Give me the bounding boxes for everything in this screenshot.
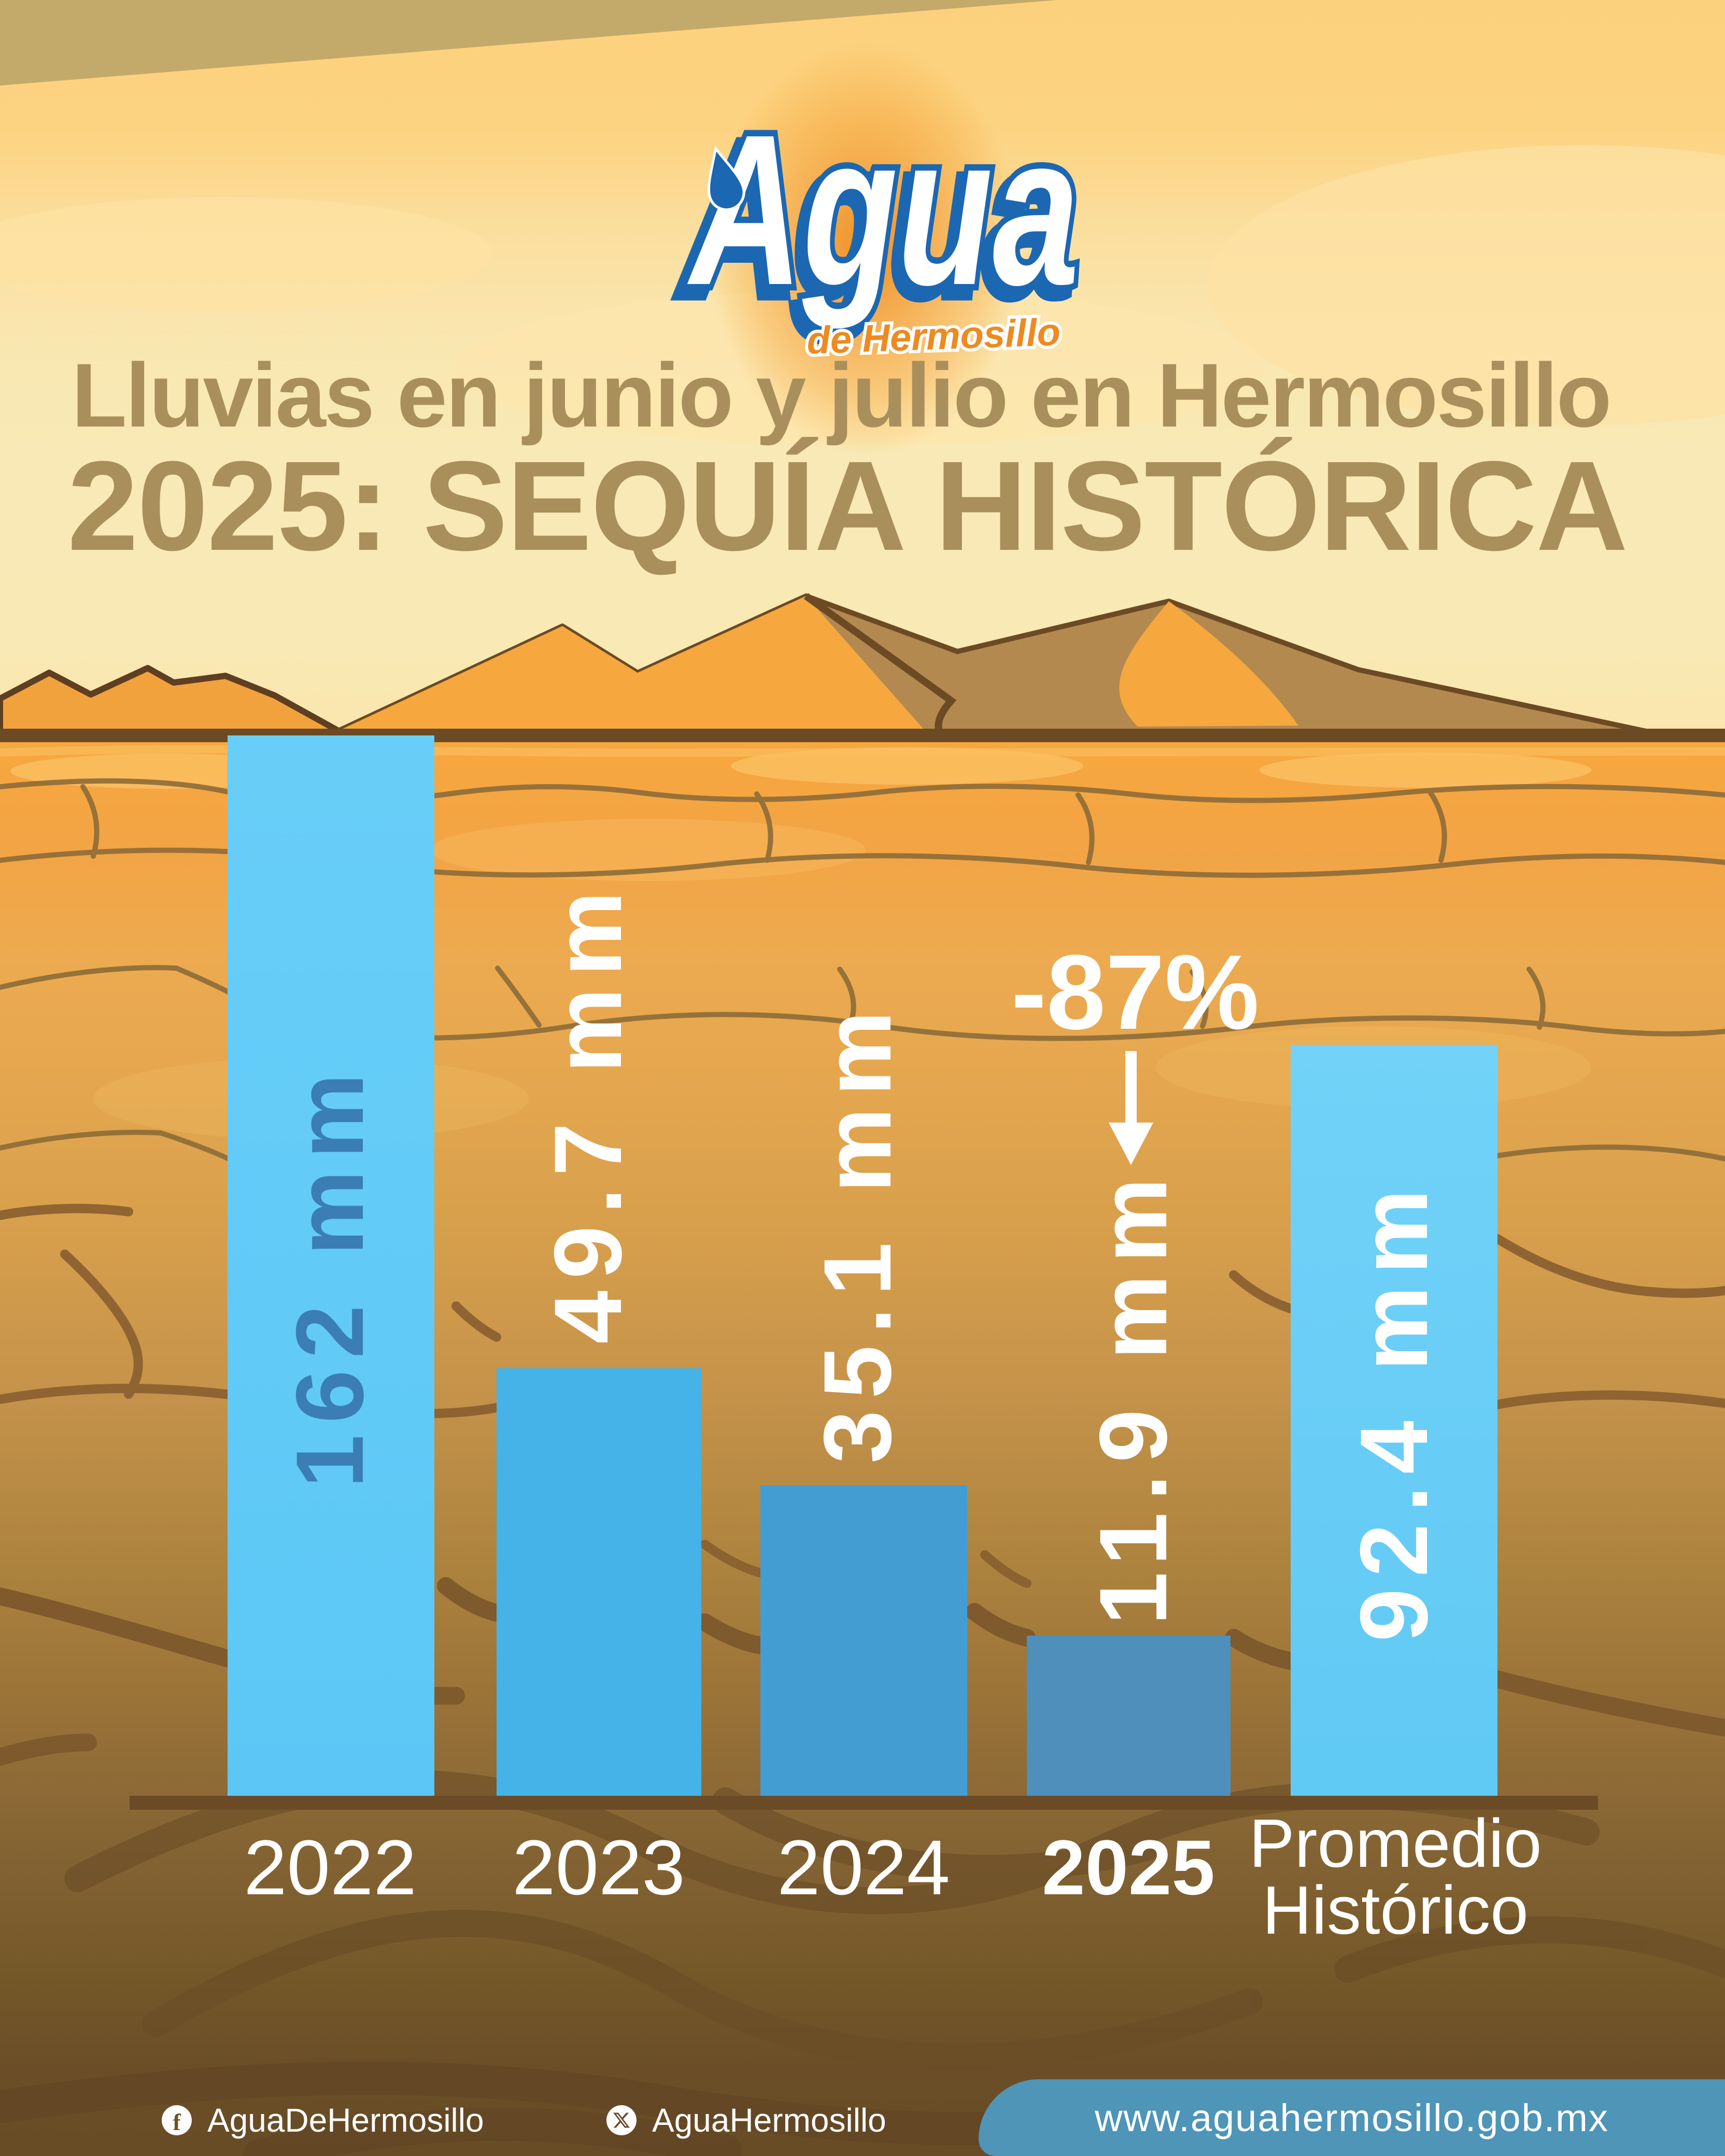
axis-label-promedio-historico: Promedio Histórico xyxy=(1249,1805,1542,1949)
website-panel: www.aguahermosillo.gob.mx xyxy=(979,2079,1725,2156)
arrow-down-icon xyxy=(1125,1051,1137,1125)
axis-label-2025: 2025 xyxy=(1042,1824,1215,1911)
value-label-2022: 162 mm xyxy=(277,1061,384,1488)
title-line-1: Lluvias en junio y julio en Hermosillo xyxy=(72,345,1611,446)
logo-glow xyxy=(653,0,1078,529)
value-label-promedio: 92.4 mm xyxy=(1341,1178,1448,1642)
x-handle: AguaHermosillo xyxy=(652,2102,886,2139)
facebook-f-glyph: f xyxy=(173,2108,181,2135)
mountains-illustration xyxy=(0,593,1725,742)
arrow-down-icon xyxy=(1109,1123,1153,1165)
bar-2022 xyxy=(228,735,434,1796)
bar-2024 xyxy=(760,1485,967,1796)
x-twitter-icon xyxy=(606,2105,637,2135)
water-drop-icon xyxy=(708,146,745,211)
website-url: www.aguahermosillo.gob.mx xyxy=(1095,2096,1609,2139)
value-label-2024: 35.1 mm xyxy=(804,999,911,1464)
axis-label-promedio-line1: Promedio xyxy=(1249,1805,1542,1881)
x-logo-icon xyxy=(613,2112,630,2128)
facebook-icon: f xyxy=(162,2105,192,2135)
axis-label-2022: 2022 xyxy=(244,1824,417,1911)
cloud-shape xyxy=(0,197,492,311)
axis-label-2024: 2024 xyxy=(777,1824,950,1911)
agua-de-hermosillo-logo: Agua Agua de Hermosillo xyxy=(672,84,1085,365)
bar-2023 xyxy=(497,1368,701,1796)
value-label-2023: 49.7 mm xyxy=(535,880,642,1344)
logo-main-text: Agua xyxy=(686,90,1079,331)
bar-2025 xyxy=(1027,1636,1231,1796)
axis-label-promedio-line2: Histórico xyxy=(1262,1872,1529,1949)
axis-label-2023: 2023 xyxy=(512,1824,685,1911)
bar-promedio-historico xyxy=(1291,1045,1497,1796)
chart-baseline xyxy=(130,1796,1598,1810)
annotation-percent-drop: -87% xyxy=(1011,933,1260,1052)
facebook-handle: AguaDeHermosillo xyxy=(207,2102,484,2139)
value-label-2025: 11.9 mm xyxy=(1080,1166,1187,1625)
title-line-2: 2025: SEQUÍA HISTÓRICA xyxy=(67,435,1628,577)
logo-shadow-text: Agua xyxy=(678,98,1072,339)
